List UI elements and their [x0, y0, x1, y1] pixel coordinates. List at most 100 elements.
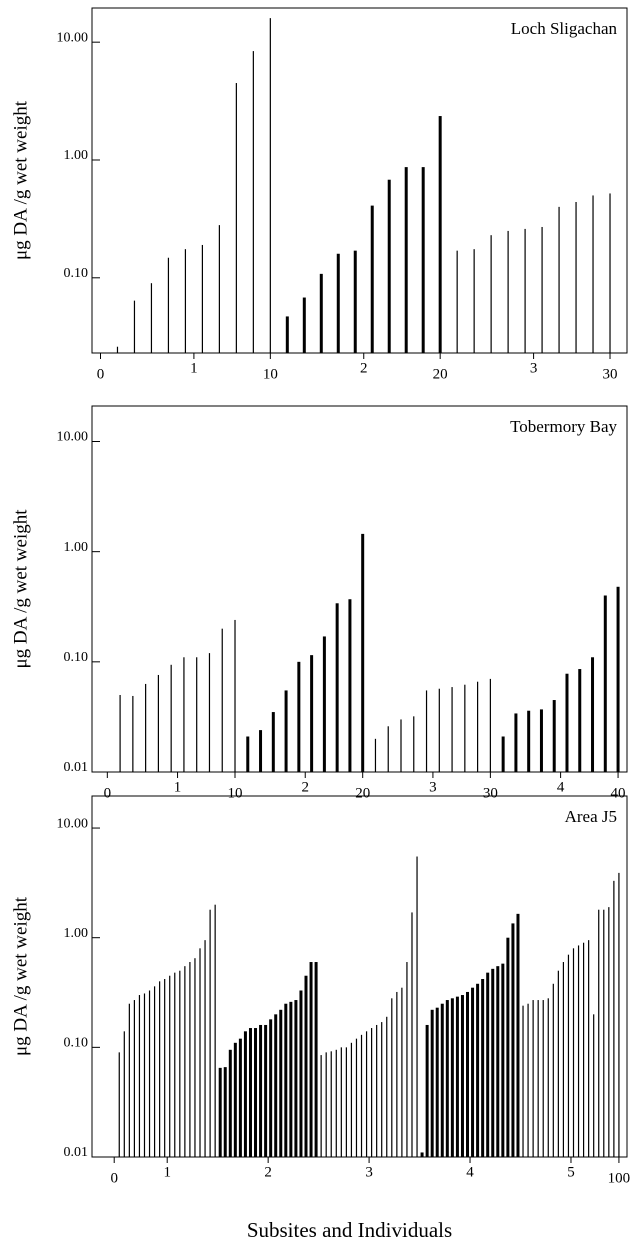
bar: [183, 657, 185, 772]
bar: [577, 945, 580, 1157]
x-tick-label: 10: [263, 366, 278, 382]
x-axis-label: Subsites and Individuals: [247, 1218, 452, 1242]
bar: [370, 205, 374, 353]
bar: [396, 991, 398, 1157]
bar: [325, 1052, 327, 1157]
bar: [567, 954, 570, 1157]
bar: [184, 249, 187, 353]
subsite-label: 1: [174, 779, 182, 795]
subsite-label: 2: [301, 779, 309, 795]
subsite-label: 2: [360, 360, 368, 376]
bar: [477, 681, 479, 772]
bar: [501, 963, 505, 1157]
subsite-label: 4: [557, 779, 565, 795]
bar: [269, 1019, 273, 1157]
bar: [522, 1005, 524, 1157]
bar: [167, 257, 170, 353]
bar: [170, 664, 172, 772]
bar: [294, 1000, 298, 1157]
bar: [391, 998, 393, 1157]
bar: [335, 603, 339, 772]
bar: [322, 636, 326, 772]
bar: [133, 1000, 135, 1157]
bar: [264, 1024, 268, 1157]
bar: [174, 972, 176, 1157]
bar: [539, 709, 543, 772]
y-tick-label: 0.10: [64, 1036, 89, 1051]
bar: [381, 1022, 383, 1157]
bar: [238, 1038, 242, 1157]
y-tick-label: 10.00: [57, 30, 89, 45]
bar: [285, 316, 289, 353]
bar: [438, 116, 442, 353]
x-tick-label: 0: [104, 785, 112, 801]
bar: [387, 726, 389, 772]
bar: [271, 712, 275, 772]
bar: [228, 1049, 232, 1157]
bar: [319, 273, 323, 353]
bar: [524, 228, 526, 353]
bar: [365, 1031, 368, 1157]
bar: [189, 962, 191, 1157]
bar: [609, 193, 611, 353]
bar: [157, 674, 159, 772]
bar: [196, 657, 198, 772]
bar: [304, 975, 308, 1157]
bar: [340, 1047, 342, 1157]
bar: [490, 235, 492, 353]
bar: [501, 736, 505, 772]
bar: [153, 986, 156, 1157]
bar: [254, 1028, 258, 1157]
bar: [593, 1014, 595, 1157]
bar: [119, 694, 121, 772]
y-axis-label: μg DA /g wet weight: [10, 509, 31, 669]
bar: [420, 1152, 424, 1157]
bar: [199, 948, 201, 1157]
bar: [376, 1024, 378, 1157]
panel-title: Tobermory Bay: [510, 417, 617, 436]
bar: [348, 599, 352, 772]
bar: [425, 690, 428, 772]
bar: [274, 1014, 278, 1157]
bar: [201, 244, 203, 353]
bar: [259, 730, 263, 772]
x-tick-label: 10: [228, 785, 243, 801]
bar: [361, 533, 365, 772]
bar: [138, 995, 141, 1157]
subsite-label: 1: [190, 360, 198, 376]
bar: [598, 909, 600, 1157]
bar: [557, 970, 559, 1157]
bar: [218, 225, 220, 353]
bar: [552, 700, 556, 772]
bar: [445, 1000, 449, 1157]
bar: [248, 1028, 252, 1157]
bar: [608, 907, 610, 1157]
bar: [350, 1042, 353, 1157]
bar: [471, 987, 475, 1157]
bar: [289, 1001, 293, 1157]
bar: [159, 981, 161, 1157]
bar: [575, 201, 577, 353]
plot-frame: [91, 795, 628, 1158]
bar: [221, 628, 223, 772]
bar: [430, 1009, 434, 1157]
bar: [336, 253, 340, 353]
bar: [416, 856, 418, 1157]
bar: [145, 683, 147, 772]
bar: [613, 880, 615, 1157]
y-axis-label: μg DA /g wet weight: [10, 100, 31, 260]
bar: [252, 51, 254, 354]
subsite-label: 3: [429, 779, 437, 795]
bar: [450, 998, 454, 1157]
bar: [404, 167, 408, 353]
bar: [527, 710, 531, 772]
bar: [330, 1051, 332, 1157]
bar: [578, 669, 582, 772]
x-tick-label: 100: [608, 1170, 631, 1186]
x-tick-label: 0: [97, 366, 105, 382]
bar: [116, 346, 119, 353]
y-tick-label: 0.01: [64, 760, 89, 775]
bar: [591, 657, 595, 772]
bar: [204, 940, 206, 1157]
bar: [371, 1028, 373, 1157]
